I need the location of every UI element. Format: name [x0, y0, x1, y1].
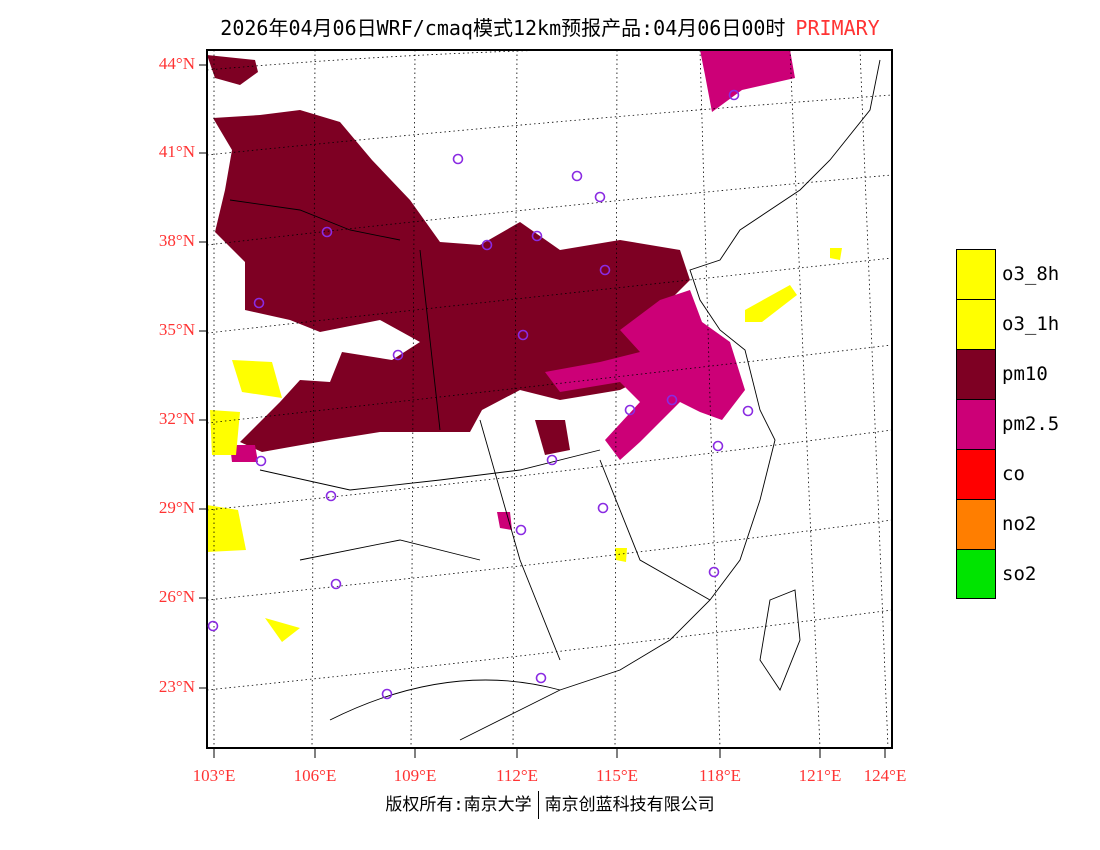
legend-item: pm2.5 [956, 399, 1059, 449]
station-marker [624, 404, 636, 416]
lat-label: 29°N [158, 498, 195, 517]
legend-swatch [956, 549, 996, 599]
lon-label: 115°E [595, 766, 639, 785]
legend-swatch [956, 499, 996, 549]
legend-swatch [956, 399, 996, 449]
station-marker [325, 490, 337, 502]
legend-swatch [956, 249, 996, 299]
lon-label: 112°E [495, 766, 539, 785]
lat-label: 41°N [158, 142, 195, 161]
station-marker [597, 502, 609, 514]
station-marker [481, 239, 493, 251]
lon-label: 121°E [798, 766, 842, 785]
coastline [229, 59, 881, 741]
pm25-region [700, 50, 795, 112]
lat-label: 26°N [158, 587, 195, 606]
station-marker [515, 524, 527, 536]
lon-label: 103°E [192, 766, 236, 785]
station-marker [571, 170, 583, 182]
o3-region [265, 618, 300, 642]
station-marker [392, 349, 404, 361]
station-marker [742, 405, 754, 417]
legend-swatch [956, 449, 996, 499]
pm10-region [535, 420, 570, 455]
lon-label: 106°E [293, 766, 337, 785]
legend-swatch [956, 349, 996, 399]
legend: o3_8h o3_1h pm10 pm2.5 co no2 so2 [956, 249, 1059, 599]
station-marker [255, 455, 267, 467]
station-marker [546, 454, 558, 466]
o3-region [232, 360, 282, 398]
pollutant-tag: PRIMARY [795, 16, 880, 40]
copyright-text: 版权所有:南京大学 [385, 795, 532, 815]
legend-item: o3_8h [956, 249, 1059, 299]
legend-item: so2 [956, 549, 1059, 599]
lat-label: 32°N [158, 409, 195, 428]
station-marker [321, 226, 333, 238]
station-marker [708, 566, 720, 578]
legend-label: o3_8h [1002, 263, 1060, 285]
station-marker [207, 620, 219, 632]
o3-region [830, 248, 842, 260]
pm10-region [213, 110, 690, 452]
legend-label: co [1002, 463, 1025, 485]
legend-label: no2 [1002, 513, 1037, 535]
station-marker [452, 153, 464, 165]
o3-region [745, 285, 797, 322]
legend-swatch [956, 299, 996, 349]
lon-label: 124°E [863, 766, 907, 785]
legend-item: no2 [956, 499, 1059, 549]
title-text: 2026年04月06日WRF/cmaq模式12km预报产品:04月06日00时 [220, 16, 786, 40]
footer: 版权所有:南京大学 南京创蓝科技有限公司 [0, 790, 1100, 819]
map-frame [206, 49, 893, 749]
legend-item: co [956, 449, 1059, 499]
station-markers [207, 89, 754, 700]
legend-label: o3_1h [1002, 313, 1060, 335]
station-marker [517, 329, 529, 341]
station-marker [712, 440, 724, 452]
station-marker [599, 264, 611, 276]
station-marker [253, 297, 265, 309]
station-marker [531, 230, 543, 242]
legend-item: o3_1h [956, 299, 1059, 349]
lat-label: 35°N [158, 320, 195, 339]
lon-label: 118°E [698, 766, 742, 785]
o3-region [210, 410, 240, 455]
o3-region [615, 548, 627, 562]
legend-label: pm10 [1002, 363, 1048, 385]
lon-label: 109°E [393, 766, 437, 785]
pm25-region [497, 512, 512, 530]
legend-label: so2 [1002, 563, 1037, 585]
o3-region [207, 505, 246, 552]
lat-label: 44°N [158, 54, 195, 73]
company-text: 南京创蓝科技有限公司 [544, 795, 715, 815]
legend-item: pm10 [956, 349, 1059, 399]
station-marker [594, 191, 606, 203]
pm25-region [230, 445, 258, 462]
station-marker [535, 672, 547, 684]
station-marker [330, 578, 342, 590]
lat-label: 23°N [158, 677, 195, 696]
lat-label: 38°N [158, 231, 195, 250]
pm10-region [207, 55, 258, 85]
station-marker [728, 89, 740, 101]
footer-separator [537, 791, 539, 819]
station-marker [381, 688, 393, 700]
pm25-region [545, 290, 745, 460]
map-title: 2026年04月06日WRF/cmaq模式12km预报产品:04月06日00时 P… [0, 12, 1100, 41]
legend-label: pm2.5 [1002, 413, 1060, 435]
station-marker [666, 394, 678, 406]
